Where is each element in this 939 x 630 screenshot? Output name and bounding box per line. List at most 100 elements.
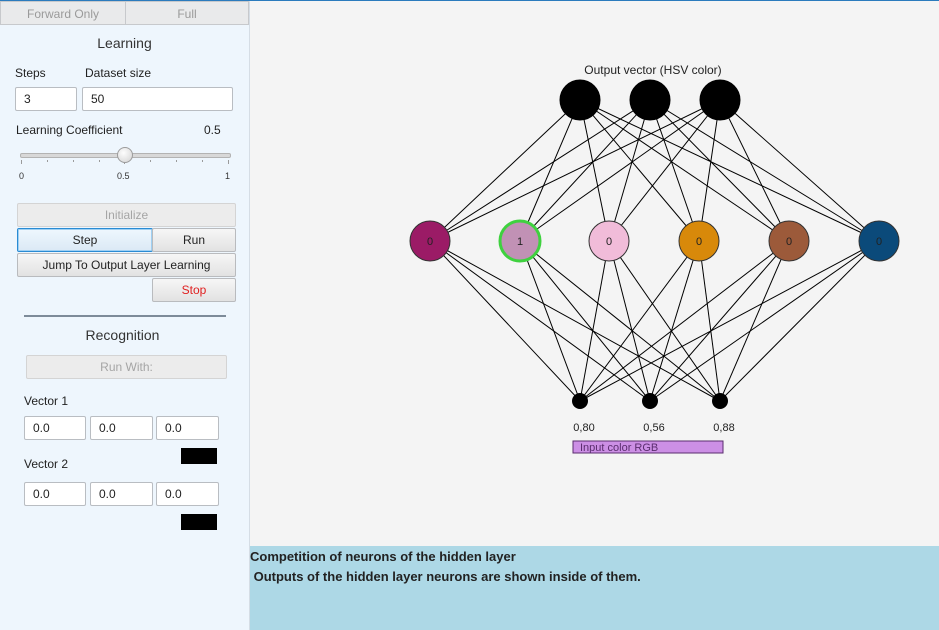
hidden-neuron-output: 0 xyxy=(696,236,702,248)
window-top-border xyxy=(0,0,939,1)
slider-tick xyxy=(99,160,100,162)
connection-line xyxy=(519,240,581,402)
connection-line xyxy=(698,240,721,402)
vector-1-b-input[interactable] xyxy=(156,416,219,440)
connection-line xyxy=(649,240,700,402)
network-diagram: Output vector (HSV color) 0 1 0 0 0 0 0,80 0,5… xyxy=(409,63,900,454)
initialize-button[interactable]: Initialize xyxy=(17,203,236,227)
vector-2-b-input[interactable] xyxy=(156,482,219,506)
connection-line xyxy=(579,240,700,402)
connection-line xyxy=(519,99,651,242)
vector-1-r-input[interactable] xyxy=(24,416,86,440)
vector-1-label: Vector 1 xyxy=(24,394,69,408)
connection-line xyxy=(649,99,700,242)
slider-tick xyxy=(21,160,22,164)
connection-line xyxy=(429,240,651,402)
steps-label: Steps xyxy=(15,66,46,80)
slider-tick xyxy=(150,160,151,162)
output-vector-label: Output vector (HSV color) xyxy=(584,63,721,77)
input-neuron xyxy=(642,393,658,409)
slider-min-label: 0 xyxy=(19,171,25,181)
stop-button[interactable]: Stop xyxy=(152,278,236,302)
run-button[interactable]: Run xyxy=(152,228,236,252)
mode-tabs: Forward Only Full xyxy=(0,1,249,26)
hidden-neuron-output: 1 xyxy=(517,236,523,248)
hidden-neuron xyxy=(678,220,720,262)
connection-line xyxy=(519,240,721,402)
run-with-button[interactable]: Run With: xyxy=(26,355,227,379)
vector-2-g-input[interactable] xyxy=(90,482,153,506)
input-value: 0,56 xyxy=(643,422,664,434)
connection-line xyxy=(719,240,880,402)
dataset-size-input[interactable] xyxy=(82,87,233,111)
output-neuron xyxy=(699,79,741,121)
hidden-neuron xyxy=(768,220,810,262)
connection-line xyxy=(608,240,651,402)
section-divider xyxy=(24,315,226,317)
output-neuron xyxy=(629,79,671,121)
learning-coefficient-value: 0.5 xyxy=(204,123,221,137)
tab-forward-only[interactable]: Forward Only xyxy=(0,1,126,25)
tab-full[interactable]: Full xyxy=(125,1,249,25)
network-connections xyxy=(429,99,880,402)
connection-line xyxy=(649,99,880,242)
connection-line xyxy=(429,99,651,242)
slider-tick xyxy=(202,160,203,162)
connection-line xyxy=(429,240,721,402)
connection-line xyxy=(429,99,721,242)
connection-line xyxy=(579,240,880,402)
info-description: Outputs of the hidden layer neurons are … xyxy=(250,569,641,584)
slider-tick xyxy=(176,160,177,162)
slider-thumb[interactable] xyxy=(117,147,133,163)
connection-line xyxy=(608,99,651,242)
vector-2-r-input[interactable] xyxy=(24,482,86,506)
input-value: 0,80 xyxy=(573,422,594,434)
connection-line xyxy=(649,240,880,402)
vector-1-g-input[interactable] xyxy=(90,416,153,440)
connection-line xyxy=(719,99,880,242)
vector-2-color-swatch xyxy=(181,514,217,530)
connection-line xyxy=(579,240,790,402)
slider-tick xyxy=(228,160,229,164)
info-title: Competition of neurons of the hidden lay… xyxy=(250,549,516,564)
slider-tick xyxy=(47,160,48,162)
hidden-neuron xyxy=(858,220,900,262)
connection-line xyxy=(579,99,700,242)
step-button[interactable]: Step xyxy=(17,228,153,252)
jump-to-output-layer-button[interactable]: Jump To Output Layer Learning xyxy=(17,253,236,277)
input-color-label: Input color RGB xyxy=(580,442,658,454)
vector-1-color-swatch xyxy=(181,448,217,464)
recognition-heading: Recognition xyxy=(85,327,160,343)
connection-line xyxy=(719,99,790,242)
connection-line xyxy=(649,99,790,242)
hidden-neuron-output: 0 xyxy=(606,236,612,248)
connection-line xyxy=(429,99,581,242)
connection-line xyxy=(719,240,790,402)
slider-max-label: 1 xyxy=(225,171,231,181)
learning-coefficient-label: Learning Coefficient xyxy=(16,123,123,137)
info-panel: Competition of neurons of the hidden lay… xyxy=(250,546,939,630)
vector-2-label: Vector 2 xyxy=(24,457,69,471)
connection-line xyxy=(649,240,790,402)
hidden-neuron-output: 0 xyxy=(876,236,882,248)
connection-line xyxy=(579,99,610,242)
input-color-bar xyxy=(572,440,724,454)
dataset-size-label: Dataset size xyxy=(85,66,152,80)
steps-input[interactable] xyxy=(15,87,77,111)
output-layer xyxy=(559,79,741,121)
input-value: 0,88 xyxy=(713,422,734,434)
connection-line xyxy=(579,99,880,242)
connection-line xyxy=(519,99,721,242)
hidden-neuron-output: 0 xyxy=(786,236,792,248)
hidden-layer: 0 1 0 0 0 0 xyxy=(409,219,900,263)
hidden-neuron xyxy=(498,219,542,263)
learning-heading: Learning xyxy=(97,35,152,51)
input-neuron xyxy=(712,393,728,409)
connection-line xyxy=(608,99,721,242)
slider-mid-label: 0.5 xyxy=(117,171,130,181)
control-panel: Forward Only Full Learning Steps Dataset… xyxy=(0,1,250,630)
connection-line xyxy=(579,99,790,242)
connection-line xyxy=(519,99,581,242)
input-layer: 0,80 0,56 0,88 xyxy=(572,393,735,434)
hidden-neuron xyxy=(588,220,630,262)
